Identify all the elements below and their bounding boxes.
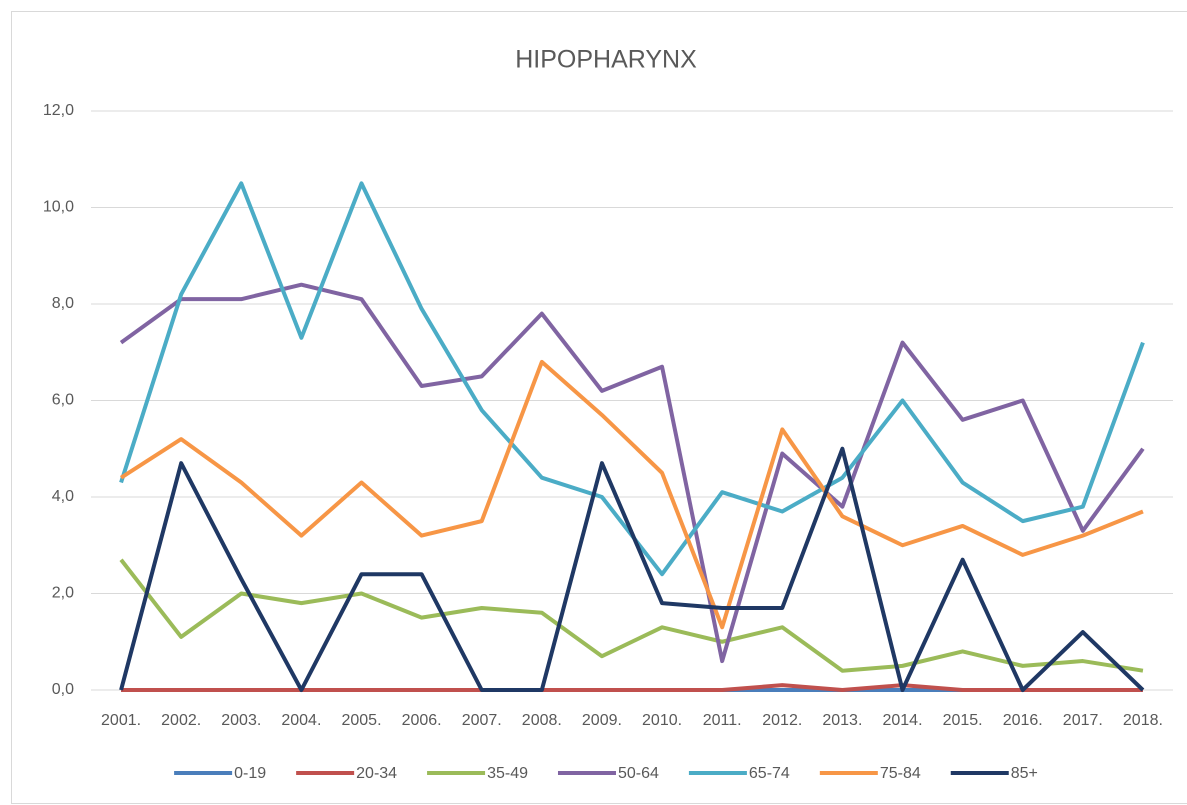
y-tick-label: 8,0 (52, 295, 74, 312)
y-tick-label: 12,0 (43, 102, 74, 119)
legend-label: 65-74 (749, 765, 790, 782)
y-tick-label: 4,0 (52, 488, 74, 505)
x-tick-label: 2004. (281, 712, 321, 729)
legend-label: 20-34 (356, 765, 397, 782)
legend-label: 0-19 (234, 765, 266, 782)
line-series (121, 683, 1143, 692)
line-series (119, 558, 1144, 673)
y-tick-label: 2,0 (52, 585, 74, 602)
x-tick-label: 2006. (402, 712, 442, 729)
x-tick-label: 2002. (161, 712, 201, 729)
x-tick-label: 2007. (462, 712, 502, 729)
x-tick-label: 2001. (101, 712, 141, 729)
x-tick-label: 2017. (1063, 712, 1103, 729)
line-series (119, 446, 1145, 692)
chart-border (11, 11, 1187, 804)
legend-label: 50-64 (618, 765, 659, 782)
x-tick-label: 2003. (221, 712, 261, 729)
x-tick-label: 2013. (822, 712, 862, 729)
chart-title: HIPOPHARYNX (515, 46, 697, 74)
x-tick-label: 2018. (1123, 712, 1163, 729)
x-tick-label: 2009. (582, 712, 622, 729)
x-tick-label: 2008. (522, 712, 562, 729)
y-tick-label: 0,0 (52, 681, 74, 698)
line-series (119, 359, 1144, 630)
x-tick-label: 2015. (943, 712, 983, 729)
legend-label: 85+ (1011, 765, 1038, 782)
y-tick-label: 10,0 (43, 199, 74, 216)
x-tick-label: 2005. (341, 712, 381, 729)
x-tick-label: 2014. (882, 712, 922, 729)
x-tick-label: 2011. (703, 712, 742, 729)
legend-label: 75-84 (880, 765, 921, 782)
x-tick-label: 2010. (642, 712, 682, 729)
y-tick-label: 6,0 (52, 392, 74, 409)
legend: 0-19 20-34 35-49 50-64 65-74 75-84 85+ (174, 765, 1038, 782)
line-series (119, 282, 1145, 664)
legend-label: 35-49 (487, 765, 528, 782)
x-tick-label: 2012. (762, 712, 802, 729)
x-tick-label: 2016. (1003, 712, 1043, 729)
